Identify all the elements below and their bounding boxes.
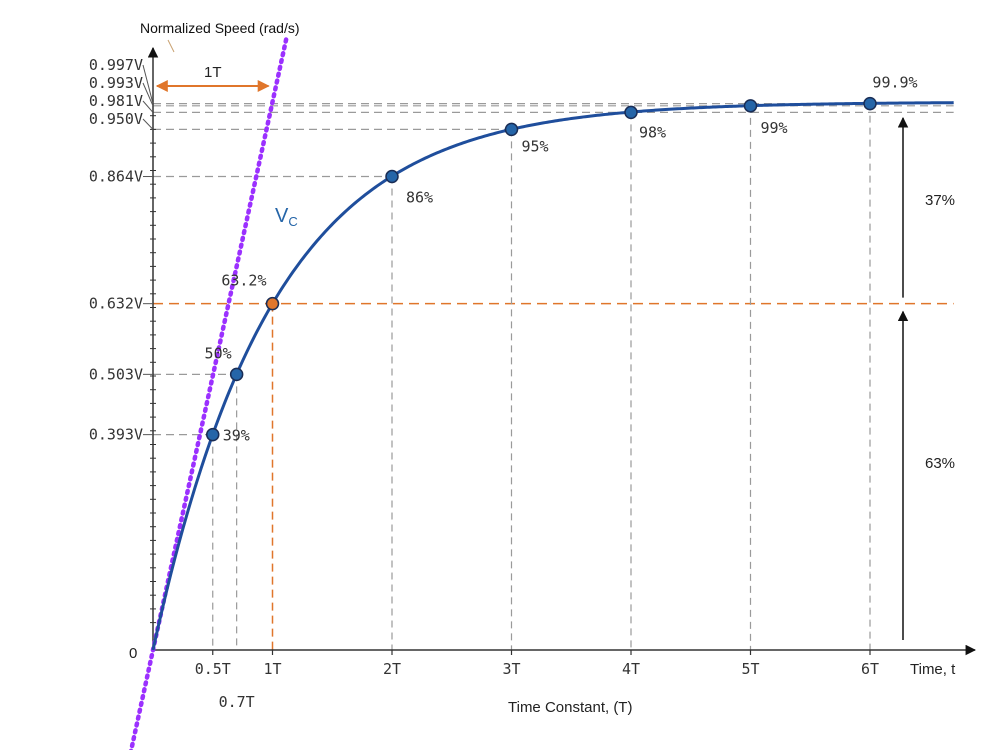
y-tick-label: 0.503V bbox=[89, 365, 143, 383]
y-tick-label: 0.950V bbox=[89, 110, 143, 128]
data-point bbox=[385, 169, 399, 184]
y-tick-label: 0.864V bbox=[89, 168, 143, 186]
data-point bbox=[863, 96, 877, 111]
y-tick-label: 0.997V bbox=[89, 56, 143, 74]
x-tick-label: 3T bbox=[502, 660, 520, 678]
curve-label-sub: C bbox=[288, 214, 297, 229]
data-point bbox=[206, 427, 220, 442]
tangent-line bbox=[128, 33, 290, 750]
y-tick-leader bbox=[142, 82, 154, 107]
label-pointer bbox=[167, 39, 175, 53]
y-tick-leader bbox=[142, 64, 154, 104]
x-axis-end-label: Time, t bbox=[910, 661, 956, 678]
vc-curve-path bbox=[151, 101, 954, 651]
x-tick-label: 4T bbox=[622, 660, 640, 678]
x-tick-label: 0.5T bbox=[195, 660, 231, 678]
response-curve bbox=[151, 101, 954, 651]
data-point bbox=[265, 296, 280, 311]
x-tick-label: 0.7T bbox=[219, 693, 255, 711]
data-point bbox=[504, 122, 519, 137]
point-label: 86% bbox=[406, 189, 433, 207]
y-tick-label: 0.981V bbox=[89, 92, 143, 110]
x-tick-label: 5T bbox=[741, 660, 759, 678]
y-tick-label: 0.632V bbox=[89, 295, 143, 313]
guide-lines bbox=[153, 103, 954, 650]
x-tick-label: 2T bbox=[383, 660, 401, 678]
data-point bbox=[743, 99, 758, 113]
tangent-dotted-line bbox=[128, 33, 290, 750]
point-label: 98% bbox=[639, 123, 666, 141]
annotation-label-37: 37% bbox=[925, 192, 955, 209]
x-tick-label: 6T bbox=[861, 660, 879, 678]
axes bbox=[147, 46, 977, 656]
y-axis-label: Normalized Speed (rad/s) bbox=[140, 20, 300, 36]
y-tick-label: 0.993V bbox=[89, 74, 143, 92]
point-label: 63.2% bbox=[221, 272, 266, 290]
data-point bbox=[624, 105, 638, 120]
y-tick-leader bbox=[142, 100, 154, 113]
curve-label: VC bbox=[275, 205, 298, 229]
point-label: 50% bbox=[205, 344, 232, 362]
point-label: 95% bbox=[522, 137, 549, 155]
time-constant-span-label: 1T bbox=[204, 64, 222, 81]
y-tick-label: 0.393V bbox=[89, 426, 143, 444]
data-point bbox=[229, 367, 244, 382]
point-label: 99% bbox=[761, 119, 788, 137]
x-axis-label: Time Constant, (T) bbox=[508, 699, 632, 716]
annotation-label-63: 63% bbox=[925, 455, 955, 472]
origin-label: 0 bbox=[129, 645, 137, 662]
point-label: 39% bbox=[223, 427, 250, 445]
y-tick-leader bbox=[142, 118, 154, 130]
curve-label-main: V bbox=[275, 205, 289, 227]
data-points bbox=[206, 96, 877, 442]
annotations: 1T 37% 63% bbox=[155, 39, 955, 640]
x-tick-label: 1T bbox=[263, 660, 281, 678]
point-label: 99.9% bbox=[872, 74, 917, 92]
